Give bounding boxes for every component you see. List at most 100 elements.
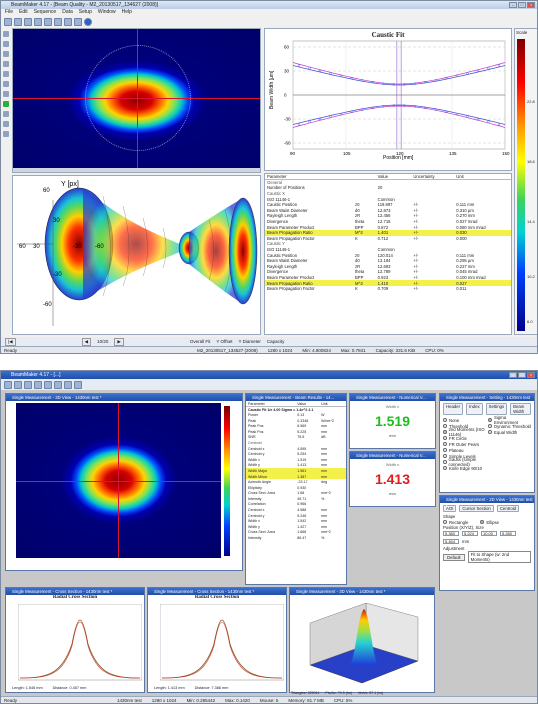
pos-x-field[interactable]: 5.380 (443, 531, 459, 536)
col-header-parameter[interactable]: Parameter (248, 401, 265, 406)
pointer-icon[interactable] (2, 31, 9, 37)
target-icon[interactable] (2, 131, 9, 137)
table-row[interactable]: Rayleigh Length zR 12.693 +/- 0.227 mm (265, 264, 511, 270)
default-button[interactable]: Default (443, 553, 465, 561)
menu-edit[interactable]: Edit (19, 9, 28, 15)
results-row[interactable]: Centroid x 4.595 mm (246, 446, 346, 452)
table-row[interactable]: Beam Parameter Product BPP 0.923 +/- 0.100 m… (265, 275, 511, 281)
table-row[interactable]: ISO 11146-1 Common (265, 247, 511, 253)
results-row[interactable]: Width y 1.427 mm (246, 524, 346, 530)
save-icon[interactable] (24, 17, 32, 26)
camera-icon[interactable] (54, 17, 62, 26)
size-x-field[interactable]: 5.280 (500, 531, 516, 536)
tab-settings[interactable]: Settings (485, 403, 508, 415)
results-row[interactable]: Centroid y 5.254 mm (246, 451, 346, 457)
results-row[interactable]: Cross Sect. Area 1.668 mm^2 (246, 530, 346, 536)
menu-help[interactable]: Help (121, 9, 132, 15)
table-row[interactable]: Beam Propagation Factor K 0.712 +/- 0.000 (265, 236, 511, 242)
table-row[interactable]: Beam Propagation Ratio M^2 1.401 +/- 0.030 (265, 229, 511, 236)
info-icon[interactable] (84, 17, 92, 26)
tab-index[interactable]: Index (466, 403, 483, 415)
green-play-icon[interactable] (2, 101, 9, 107)
menu-data[interactable]: Data (62, 9, 73, 15)
menu-sequence[interactable]: Sequence (33, 9, 57, 15)
beam-2d-view[interactable] (12, 28, 261, 173)
tab-cursor-section[interactable]: Cursor Section (459, 505, 494, 512)
beam-2d-view[interactable] (16, 403, 221, 558)
col-header-uncertainty[interactable]: Uncertainty (413, 174, 435, 180)
tab-y-offset[interactable]: Y Offset (216, 339, 233, 344)
maximize-button[interactable]: □ (518, 2, 526, 8)
dyn-threshold-checkbox[interactable] (488, 424, 492, 428)
table-row[interactable]: Beam Propagation Factor K 0.709 +/- 0.011 (265, 286, 511, 292)
minimize-button[interactable]: – (509, 372, 517, 378)
col-header-parameter[interactable]: Parameter (267, 174, 287, 180)
table-row[interactable]: Divergence theta 12.716 +/- 0.027 mrad (265, 219, 511, 225)
table-row[interactable]: General (265, 180, 511, 186)
minimize-button[interactable]: – (509, 2, 517, 8)
table-row[interactable]: Divergence theta 12.789 +/- 0.045 mrad (265, 269, 511, 275)
tab-header[interactable]: Header (443, 403, 464, 415)
beam-width-radio[interactable] (443, 460, 447, 464)
tab-overall-fit[interactable]: Overall Fit (189, 339, 211, 344)
maximize-button[interactable]: □ (518, 372, 526, 378)
results-row[interactable]: Power 0.13 W (246, 412, 346, 418)
table-row[interactable]: Beam Parameter Product BPP 0.872 +/- 0.080 m… (265, 224, 511, 230)
beam-width-radio[interactable] (443, 430, 447, 434)
mode-icon[interactable] (2, 111, 9, 117)
cursor-icon[interactable] (2, 71, 9, 77)
fit-select[interactable]: Fit to Shape (w: 2nd Moments) (467, 551, 531, 563)
open-icon[interactable] (14, 380, 22, 389)
results-row[interactable]: Width y 1.413 mm (246, 463, 346, 469)
results-row[interactable]: Width Major 1.561 mm (246, 468, 346, 474)
menu-setup[interactable]: Setup (78, 9, 92, 15)
beam-width-radio[interactable] (443, 418, 447, 422)
frame-next-button[interactable]: ▶ (114, 337, 124, 346)
beam-width-radio[interactable] (443, 454, 447, 458)
table-row[interactable]: Beam Waist Diameter d0 12.873 +/- 0.310 µm (265, 208, 511, 214)
close-button[interactable]: × (527, 372, 535, 378)
settings-icon[interactable] (64, 380, 72, 389)
table-row[interactable]: Beam Propagation Ratio M^2 1.410 +/- 0.027 (265, 280, 511, 286)
results-row[interactable]: Intensity 49.71% (246, 496, 346, 502)
results-row[interactable]: Centroid y 5.246 mm (246, 513, 346, 519)
print-icon[interactable] (34, 17, 42, 26)
beam-3d-view[interactable]: Y [px] 60 30 -30 -60 60 30 -30 -60 (12, 175, 261, 335)
results-row[interactable]: Cross Sect. Area 1.68 mm^2 (246, 491, 346, 497)
table-row[interactable]: Caustic Position z0 120.014 +/- 0.111 mm (265, 252, 511, 258)
frame-prev-button[interactable]: ◀ (81, 337, 92, 346)
line-icon[interactable] (2, 81, 9, 87)
results-row[interactable]: Width x 1.542 mm (246, 518, 346, 524)
measure-icon[interactable] (2, 61, 9, 67)
undo-icon[interactable] (44, 17, 52, 26)
beam-width-radio[interactable] (443, 424, 447, 428)
new-icon[interactable] (4, 17, 12, 26)
zoom-icon[interactable] (2, 41, 9, 47)
tab-aoi[interactable]: AOI (443, 505, 457, 512)
size-y-field[interactable]: 5.464 (443, 539, 459, 544)
sigma-env-checkbox[interactable] (488, 418, 492, 422)
chart-icon[interactable] (74, 17, 82, 26)
settings-icon[interactable] (64, 17, 72, 26)
pos-z-field[interactable]: 10.00 (481, 531, 497, 536)
frame-first-button[interactable]: |◀ (5, 337, 16, 346)
col-header-value[interactable]: Value (377, 174, 389, 180)
pos-y-field[interactable]: 5.224 (462, 531, 478, 536)
equal-width-checkbox[interactable] (488, 430, 492, 434)
tab-capacity[interactable]: Capacity (266, 339, 285, 344)
grid-icon[interactable] (2, 121, 9, 127)
col-header-unit[interactable]: Unit (456, 174, 464, 180)
pan-icon[interactable] (2, 51, 9, 57)
wand-icon[interactable] (2, 91, 9, 97)
table-row[interactable]: Caustic Position z0 119.897 +/- 0.111 mm (265, 202, 511, 208)
results-row[interactable]: Peak Pos 6.569 mm (246, 423, 346, 429)
table-row[interactable]: Number of Positions 20 (265, 185, 511, 191)
beam-width-radio[interactable] (443, 448, 447, 452)
menu-window[interactable]: Window (97, 9, 116, 15)
open-icon[interactable] (14, 17, 22, 26)
results-row[interactable]: Peak 0.3348 W/cm^2 (246, 418, 346, 424)
rectangle-radio[interactable] (443, 520, 447, 524)
beam-width-radio[interactable] (443, 442, 447, 446)
beam-width-radio[interactable] (443, 466, 447, 470)
new-icon[interactable] (4, 380, 12, 389)
